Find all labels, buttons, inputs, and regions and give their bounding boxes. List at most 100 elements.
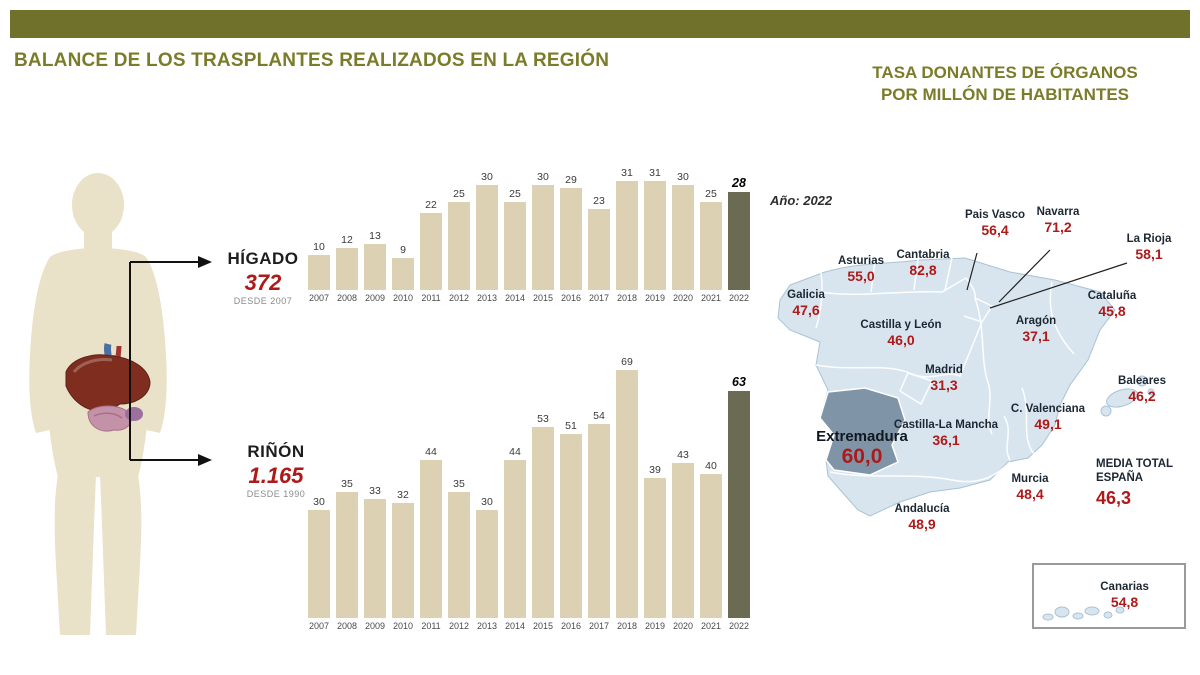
bar-year-label: 2011 — [421, 293, 441, 303]
bar — [644, 478, 666, 618]
bar-value-label: 44 — [425, 446, 437, 458]
bar — [588, 424, 610, 618]
region-name: Pais Vasco — [964, 209, 1026, 221]
bar-value-label: 51 — [565, 420, 577, 432]
bar-year-label: 2008 — [336, 621, 358, 631]
bar-column: 44 2011 — [420, 351, 442, 633]
rinon-arrow-head — [198, 454, 212, 466]
bar-value-label: 44 — [509, 446, 521, 458]
canarias-inset-box: Canarias 54,8 — [1032, 563, 1186, 629]
bar-year-label: 2018 — [616, 621, 638, 631]
bar-value-label: 29 — [565, 174, 577, 186]
bar-value-label: 25 — [453, 188, 465, 200]
top-accent-bar — [10, 10, 1190, 38]
bar — [700, 202, 722, 290]
bar-column: 30 2007 — [308, 351, 330, 633]
bar-value-label: 10 — [313, 241, 325, 253]
rinon-total: 1.165 — [248, 462, 304, 488]
bar-value-label: 43 — [677, 449, 689, 461]
bar-year-label: 2017 — [588, 293, 610, 303]
bar-column: 53 2015 — [532, 351, 554, 633]
bar — [364, 244, 386, 290]
bar — [504, 202, 526, 290]
bar-value-label: 32 — [397, 489, 409, 501]
bar-value-label: 33 — [369, 485, 381, 497]
bar-year-label: 2012 — [448, 293, 470, 303]
media-total-value: 46,3 — [1096, 487, 1132, 508]
bar-column: 35 2008 — [336, 351, 358, 633]
bar-column: 29 2016 — [560, 160, 582, 305]
bar-value-label: 35 — [341, 478, 353, 490]
bar-column: 32 2010 — [392, 351, 414, 633]
bar-year-label: 2019 — [644, 621, 666, 631]
higado-label-block: HÍGADO 372 DESDE 2007 — [213, 250, 313, 306]
bar-year-label: 2020 — [672, 621, 694, 631]
bar-value-label: 30 — [537, 171, 549, 183]
canarias-islands — [1042, 606, 1125, 621]
region-name: Navarra — [1036, 206, 1080, 218]
bar — [588, 209, 610, 290]
bar-column: 22 2011 — [420, 160, 442, 305]
bar — [448, 492, 470, 618]
bar — [616, 370, 638, 618]
bar — [532, 185, 554, 290]
bar-column: 35 2012 — [448, 351, 470, 633]
bar-value-label: 31 — [649, 167, 661, 179]
bar-column: 54 2017 — [588, 351, 610, 633]
bar-column: 25 2014 — [504, 160, 526, 305]
bar-year-label: 2010 — [392, 293, 414, 303]
bar-year-label: 2010 — [392, 621, 414, 631]
bar-value-label: 22 — [425, 199, 437, 211]
bar — [532, 427, 554, 618]
bar-value-label: 69 — [621, 356, 633, 368]
bar-column: 33 2009 — [364, 351, 386, 633]
bar-column: 44 2014 — [504, 351, 526, 633]
bar — [336, 248, 358, 290]
bar-column: 23 2017 — [588, 160, 610, 305]
bar-column: 25 2021 — [700, 160, 722, 305]
higado-arrow-head — [198, 256, 212, 268]
bar-year-label: 2009 — [364, 293, 386, 303]
bar — [392, 258, 414, 290]
bar-value-label: 31 — [621, 167, 633, 179]
bar-column: 30 2015 — [532, 160, 554, 305]
bar — [392, 503, 414, 618]
bar — [728, 391, 750, 618]
bar-year-label: 2015 — [532, 621, 554, 631]
bar-column: 13 2009 — [364, 160, 386, 305]
bar-column: 40 2021 — [700, 351, 722, 633]
bar-column: 51 2016 — [560, 351, 582, 633]
bar-year-label: 2019 — [644, 293, 666, 303]
bar — [308, 510, 330, 618]
bar-column: 25 2012 — [448, 160, 470, 305]
bar — [504, 460, 526, 618]
bar-value-label: 25 — [705, 188, 717, 200]
bar-column: 31 2019 — [644, 160, 666, 305]
bar-column: 63 2022 — [728, 351, 750, 633]
bar-year-label: 2022 — [728, 293, 750, 303]
bar-value-label: 53 — [537, 413, 549, 425]
bar-value-label: 30 — [481, 171, 493, 183]
bar-column: 30 2020 — [672, 160, 694, 305]
bar-year-label: 2009 — [364, 621, 386, 631]
bar-value-label: 54 — [593, 410, 605, 422]
higado-total: 372 — [244, 269, 282, 295]
bar-year-label: 2021 — [700, 621, 722, 631]
extremadura-region — [819, 387, 906, 476]
bar — [560, 434, 582, 618]
higado-bar-chart: 10 2007 12 2008 13 2009 9 2010 22 2011 25 2012 30 201… — [308, 160, 750, 305]
bar-value-label: 30 — [313, 496, 325, 508]
bar — [364, 499, 386, 618]
bar — [308, 255, 330, 290]
rinon-since: DESDE 1990 — [246, 488, 306, 499]
bar-value-label: 30 — [481, 496, 493, 508]
bar-value-label: 12 — [341, 234, 353, 246]
right-section-title: TASA DONANTES DE ÓRGANOS POR MILLÓN DE H… — [840, 62, 1170, 106]
bar-value-label: 23 — [593, 195, 605, 207]
bar-year-label: 2013 — [476, 621, 498, 631]
bar-year-label: 2007 — [308, 621, 330, 631]
bar — [420, 213, 442, 290]
bar-year-label: 2014 — [504, 293, 526, 303]
bar-value-label: 40 — [705, 460, 717, 472]
